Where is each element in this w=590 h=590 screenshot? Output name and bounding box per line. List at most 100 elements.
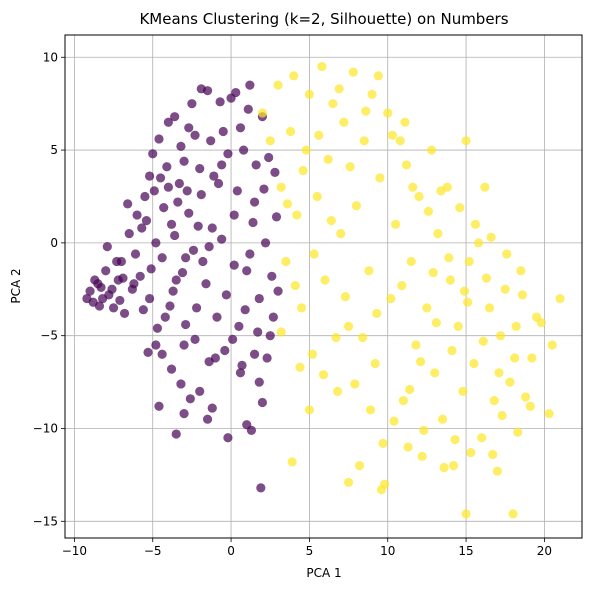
cluster-1-point: [387, 130, 398, 140]
cluster-1-point: [495, 331, 506, 341]
cluster-1-point: [517, 290, 528, 300]
cluster-0-point: [228, 334, 238, 344]
cluster-1-point: [469, 358, 479, 369]
cluster-0-point: [223, 433, 233, 443]
cluster-0-point: [152, 323, 163, 333]
cluster-1-point: [354, 461, 365, 471]
y-tick-label: −5: [40, 329, 58, 343]
cluster-0-point: [151, 238, 161, 248]
cluster-0-point: [268, 312, 278, 322]
cluster-0-point: [146, 264, 156, 274]
cluster-1-point: [367, 89, 377, 99]
cluster-0-point: [130, 249, 141, 259]
cluster-1-point: [401, 160, 412, 170]
cluster-0-point: [249, 349, 260, 359]
cluster-0-point: [220, 345, 230, 356]
y-tick-label: −15: [33, 514, 58, 528]
cluster-0-point: [159, 203, 169, 213]
cluster-0-point: [243, 104, 253, 114]
cluster-1-point: [364, 266, 374, 276]
cluster-1-point: [447, 345, 457, 356]
cluster-0-point: [145, 171, 155, 181]
cluster-1-point: [334, 84, 344, 94]
cluster-1-point: [400, 117, 410, 127]
cluster-1-point: [488, 449, 498, 460]
cluster-1-point: [390, 219, 401, 229]
cluster-0-point: [82, 293, 92, 304]
cluster-1-point: [287, 457, 297, 467]
cluster-0-point: [237, 360, 247, 370]
cluster-1-point: [416, 357, 426, 367]
cluster-0-point: [123, 199, 133, 209]
cluster-0-point: [85, 286, 95, 296]
cluster-1-point: [304, 89, 314, 99]
cluster-0-point: [254, 377, 264, 387]
cluster-0-point: [196, 190, 206, 200]
cluster-1-point: [461, 136, 471, 146]
cluster-1-point: [502, 249, 512, 259]
cluster-0-point: [212, 312, 222, 322]
cluster-0-point: [140, 191, 150, 202]
cluster-1-point: [276, 327, 286, 337]
cluster-1-point: [370, 358, 380, 369]
cluster-1-point: [466, 448, 476, 458]
cluster-0-point: [157, 349, 167, 359]
y-axis-label: PCA 2: [9, 268, 23, 303]
cluster-0-point: [170, 230, 180, 241]
plot-frame: [64, 34, 583, 539]
cluster-1-point: [513, 427, 523, 437]
cluster-0-point: [217, 160, 227, 170]
cluster-1-point: [395, 136, 405, 146]
cluster-0-point: [196, 84, 206, 94]
cluster-0-point: [102, 241, 112, 252]
cluster-0-point: [151, 340, 161, 350]
cluster-1-point: [433, 229, 443, 239]
cluster-1-point: [257, 108, 267, 118]
cluster-0-point: [171, 275, 181, 285]
cluster-1-point: [372, 308, 382, 319]
cluster-0-point: [166, 364, 177, 374]
cluster-0-point: [157, 253, 167, 263]
cluster-0-point: [170, 112, 180, 122]
cluster-0-point: [154, 134, 164, 144]
cluster-1-point: [376, 485, 387, 495]
cluster-1-point: [403, 442, 413, 452]
y-tick-label: −10: [33, 421, 58, 435]
cluster-0-point: [94, 301, 105, 311]
cluster-1-point: [295, 362, 305, 372]
cluster-0-point: [124, 229, 134, 239]
cluster-1-point: [348, 67, 358, 77]
cluster-0-point: [221, 290, 231, 300]
cluster-0-point: [235, 368, 246, 378]
cluster-1-point: [423, 206, 434, 216]
cluster-1-point: [450, 435, 460, 445]
cluster-0-point: [231, 87, 241, 98]
cluster-1-point: [290, 280, 300, 291]
cluster-0-point: [179, 409, 189, 419]
cluster-1-point: [439, 462, 449, 473]
y-tick-label: 10: [43, 50, 58, 64]
cluster-1-point: [265, 136, 275, 146]
cluster-1-point: [411, 340, 421, 350]
cluster-0-point: [176, 379, 186, 389]
cluster-0-point: [213, 178, 224, 189]
cluster-1-point: [486, 232, 496, 242]
cluster-0-point: [198, 256, 208, 267]
cluster-1-point: [351, 201, 361, 211]
cluster-0-point: [246, 425, 257, 435]
cluster-1-point: [484, 303, 495, 313]
cluster-0-point: [265, 331, 275, 341]
cluster-1-point: [422, 303, 432, 313]
cluster-0-point: [251, 160, 261, 170]
cluster-1-point: [312, 191, 322, 202]
cluster-0-point: [182, 186, 192, 196]
cluster-0-point: [154, 401, 164, 411]
cluster-0-point: [163, 117, 173, 127]
cluster-0-point: [209, 171, 219, 181]
cluster-1-point: [510, 353, 520, 363]
cluster-0-point: [232, 186, 242, 196]
cluster-1-point: [331, 332, 341, 343]
cluster-0-point: [96, 282, 106, 293]
cluster-1-point: [455, 203, 465, 213]
cluster-0-point: [207, 403, 217, 413]
